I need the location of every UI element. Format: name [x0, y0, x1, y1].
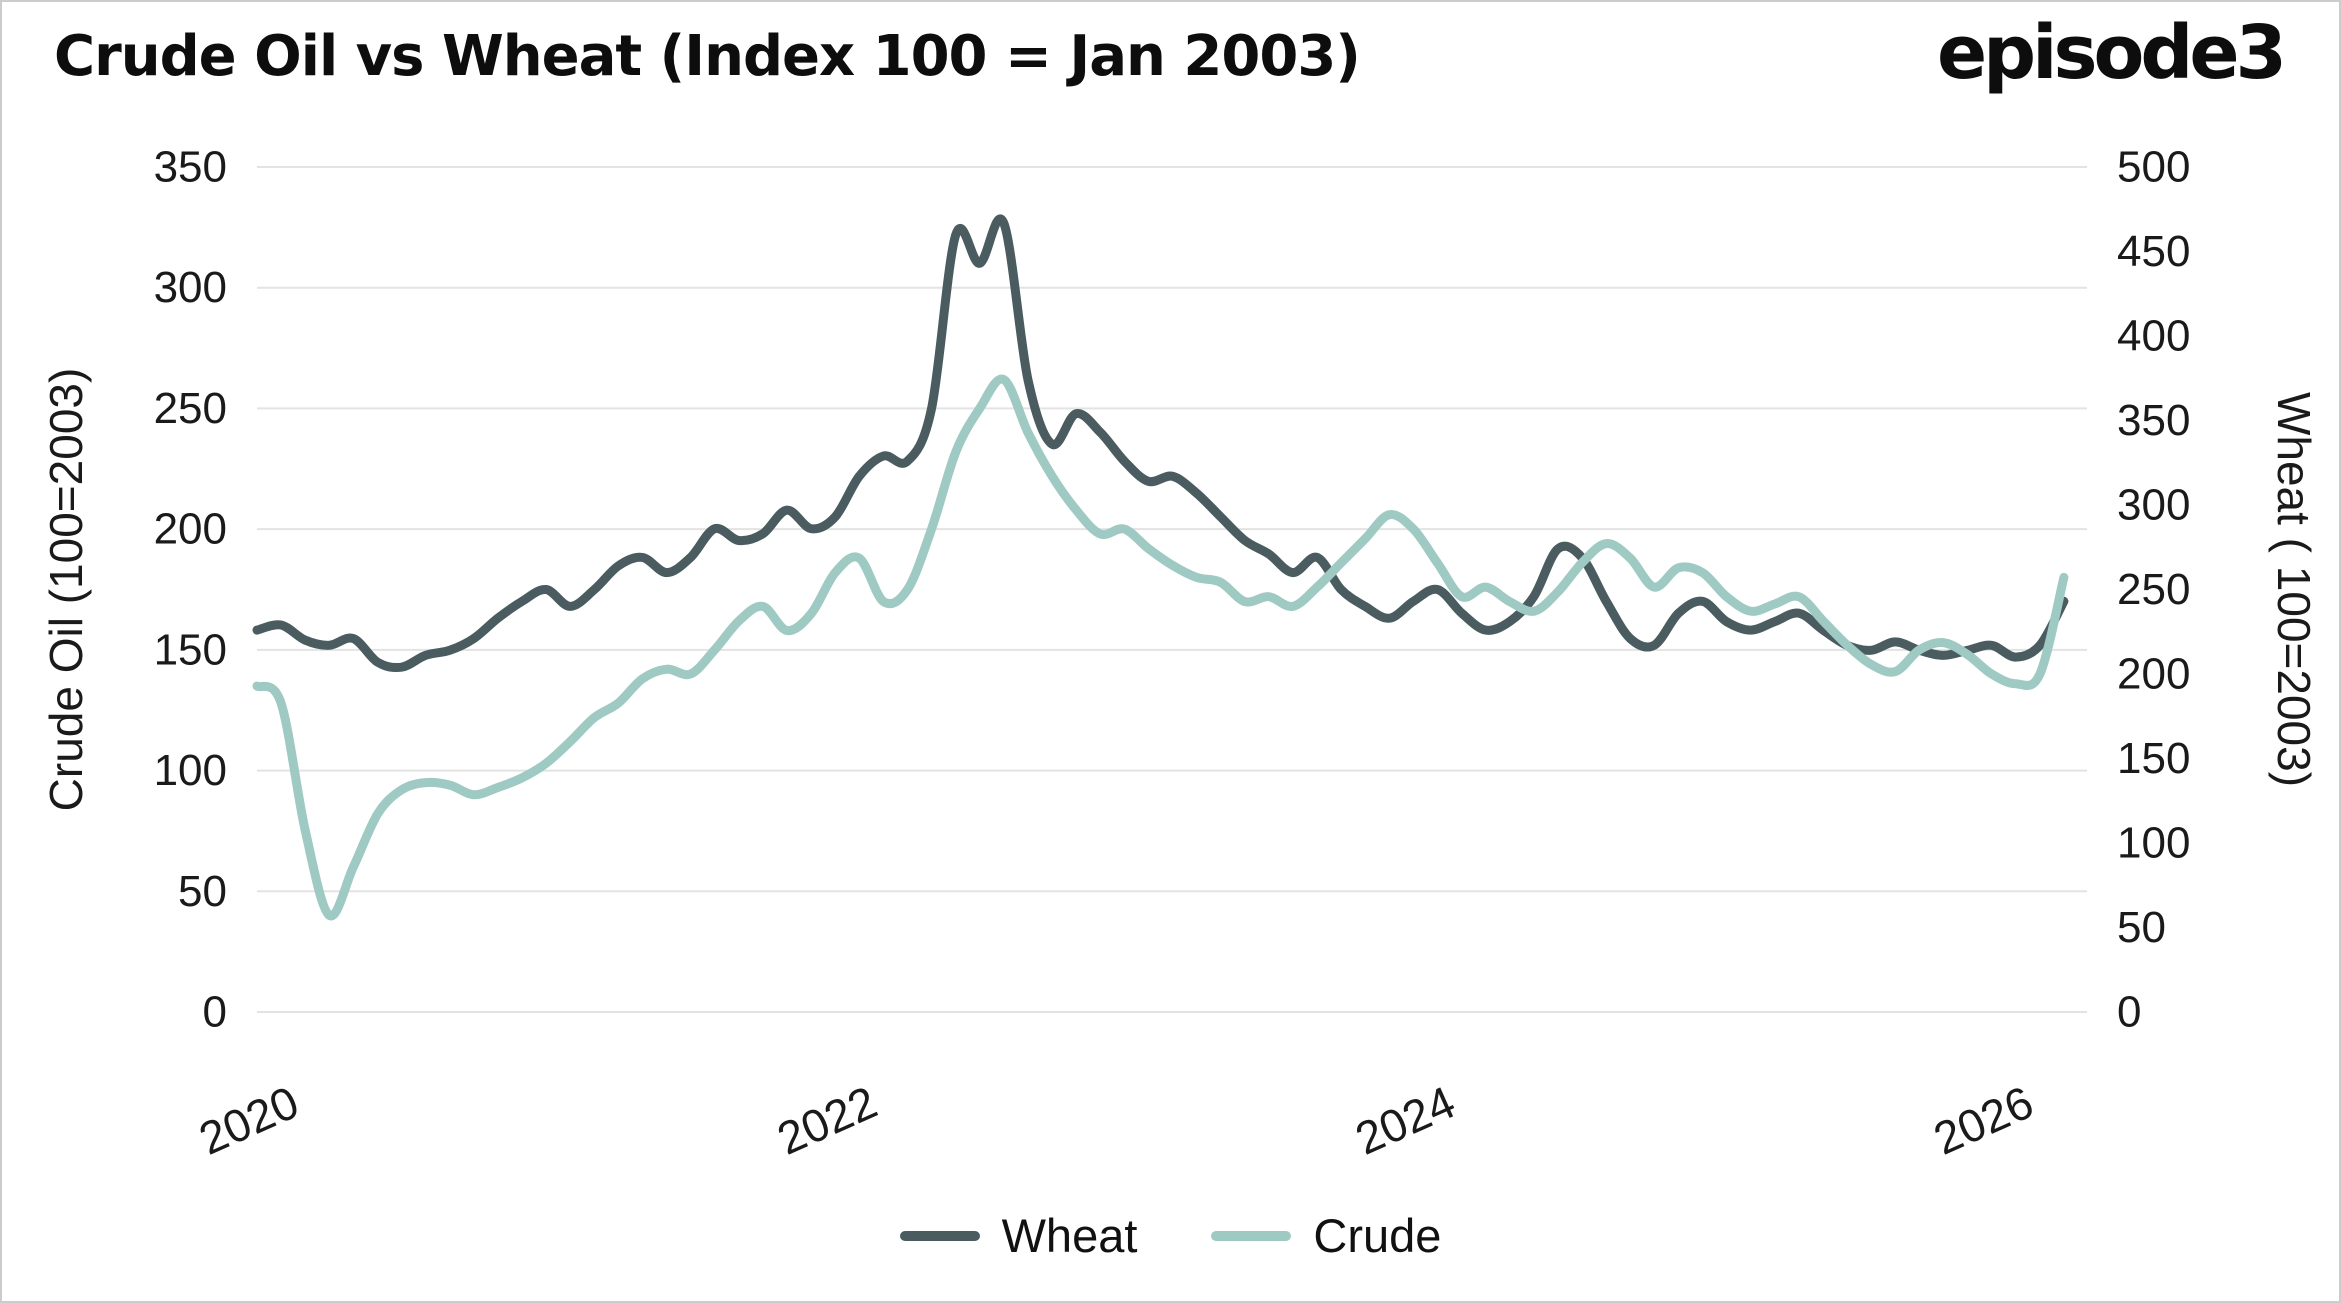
x-axis-tick-labels: 2020 2022 2024 2026 — [191, 1076, 2040, 1165]
svg-text:200: 200 — [2117, 650, 2190, 699]
gridlines — [257, 166, 2087, 1013]
svg-text:350: 350 — [2117, 396, 2190, 445]
legend-item-crude: Crude — [1211, 1208, 1441, 1263]
svg-text:150: 150 — [2117, 734, 2190, 783]
crude-series-line — [252, 374, 2069, 921]
wheat-line-swatch-icon — [899, 1230, 980, 1241]
svg-text:2022: 2022 — [770, 1076, 885, 1165]
legend-label-crude: Crude — [1313, 1209, 1442, 1262]
right-axis-title: Wheat ( 100=2003) — [2268, 392, 2320, 787]
svg-text:400: 400 — [2117, 312, 2190, 361]
svg-text:300: 300 — [154, 263, 227, 312]
svg-text:500: 500 — [2117, 143, 2190, 192]
svg-text:2020: 2020 — [191, 1076, 306, 1165]
svg-text:0: 0 — [203, 988, 227, 1037]
svg-text:150: 150 — [154, 625, 227, 674]
chart-legend: Wheat Crude — [2, 1208, 2339, 1263]
left-axis-title: Crude Oil (100=2003) — [40, 368, 92, 812]
left-axis-tick-labels: 0 50 100 150 200 250 300 350 — [154, 143, 227, 1037]
svg-text:350: 350 — [154, 143, 227, 192]
crude-line-swatch-icon — [1211, 1230, 1292, 1241]
svg-text:300: 300 — [2117, 481, 2190, 530]
right-axis-tick-labels: 0 50 100 150 200 250 300 350 400 450 500 — [2117, 143, 2190, 1037]
legend-label-wheat: Wheat — [1001, 1209, 1138, 1262]
svg-text:50: 50 — [178, 867, 227, 916]
legend-item-wheat: Wheat — [899, 1208, 1138, 1263]
svg-text:50: 50 — [2117, 903, 2166, 952]
svg-text:250: 250 — [2117, 565, 2190, 614]
svg-text:200: 200 — [154, 505, 227, 554]
wheat-series-line — [252, 214, 2069, 673]
svg-text:450: 450 — [2117, 227, 2190, 276]
svg-text:2026: 2026 — [1926, 1076, 2041, 1165]
svg-text:2024: 2024 — [1348, 1076, 1463, 1165]
svg-text:0: 0 — [2117, 988, 2141, 1037]
svg-text:250: 250 — [154, 384, 227, 433]
svg-text:100: 100 — [2117, 819, 2190, 868]
page-title: Crude Oil vs Wheat (Index 100 = Jan 2003… — [54, 24, 1361, 89]
brand-logo: episode3 — [1936, 10, 2287, 96]
svg-text:100: 100 — [154, 746, 227, 795]
